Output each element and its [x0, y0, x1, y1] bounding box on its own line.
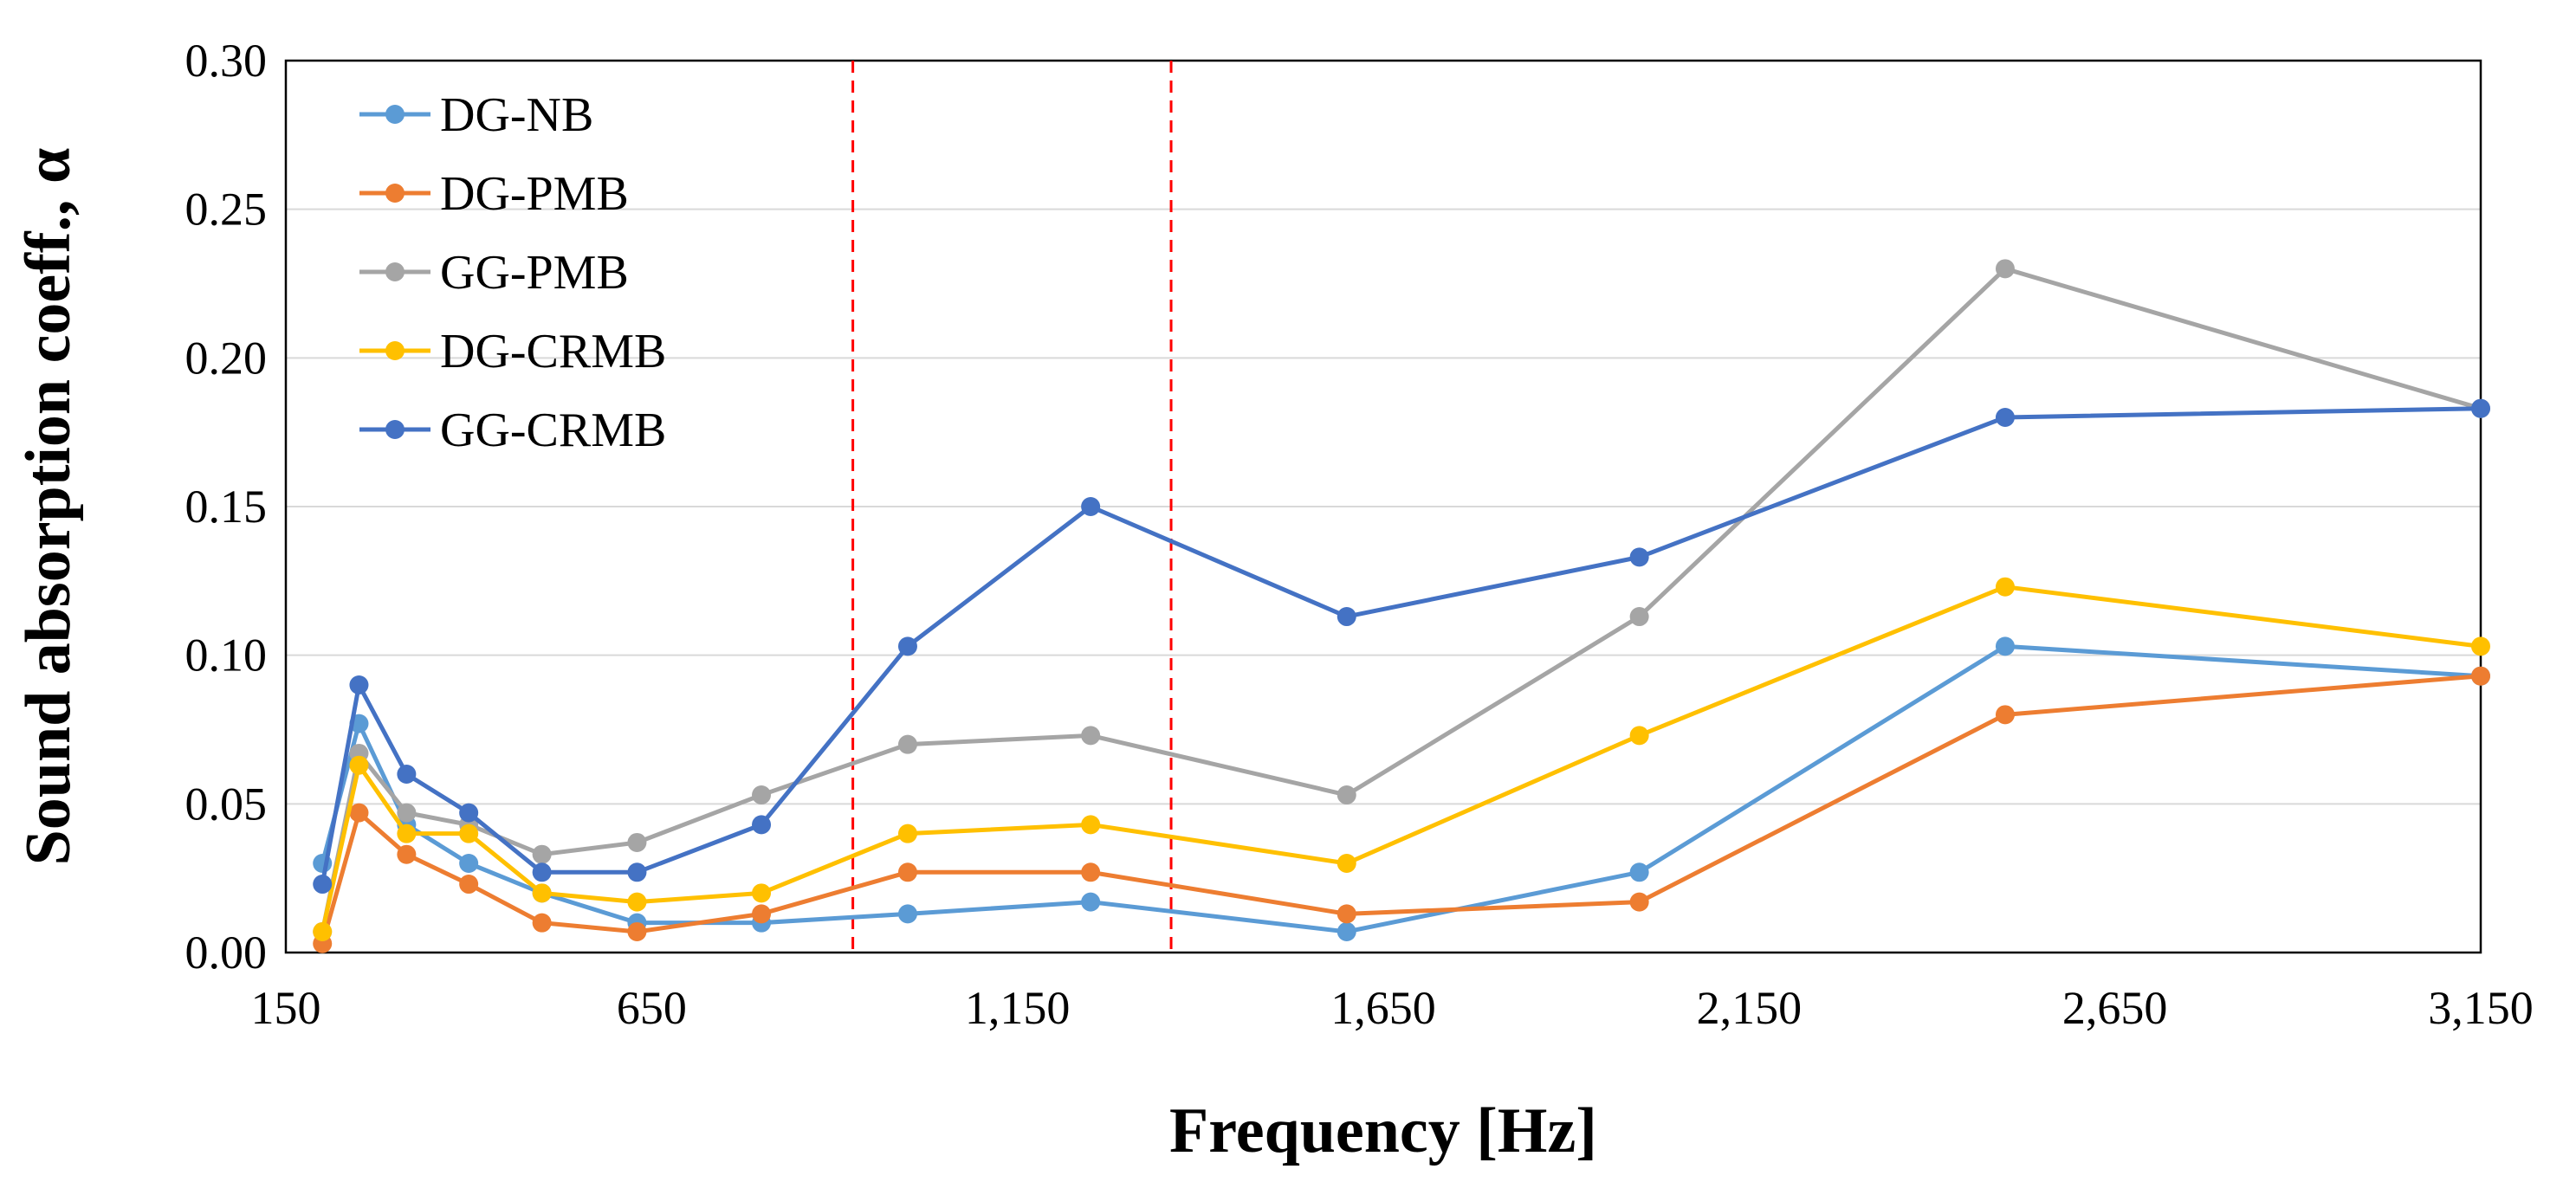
data-point — [1337, 607, 1356, 627]
data-point — [1337, 921, 1356, 941]
data-point — [532, 883, 552, 903]
x-tick-label: 1,650 — [1330, 982, 1436, 1034]
legend-marker — [385, 105, 405, 124]
data-point — [1337, 904, 1356, 924]
legend-label: GG-PMB — [440, 246, 629, 300]
y-tick-label: 0.20 — [185, 332, 268, 384]
data-point — [897, 636, 917, 656]
series-group — [313, 259, 2490, 953]
data-point — [1995, 259, 2015, 279]
data-point — [532, 913, 552, 933]
data-point — [459, 824, 479, 843]
data-point — [349, 675, 369, 694]
data-point — [897, 824, 917, 843]
legend-marker — [385, 262, 405, 281]
y-tick-label: 0.25 — [185, 184, 268, 236]
x-tick-label: 2,650 — [2062, 982, 2168, 1034]
y-tick-label: 0.05 — [185, 778, 268, 830]
data-point — [752, 785, 772, 805]
data-point — [2471, 666, 2490, 686]
data-point — [532, 862, 552, 882]
data-point — [397, 765, 417, 784]
data-point — [627, 892, 647, 912]
legend-item-dg-pmb: DG-PMB — [359, 167, 629, 221]
legend-label: DG-PMB — [440, 167, 629, 221]
data-point — [397, 803, 417, 823]
data-point — [1081, 862, 1101, 882]
data-point — [2471, 636, 2490, 656]
data-point — [459, 875, 479, 895]
y-tick-label: 0.00 — [185, 927, 268, 979]
legend-label: DG-NB — [440, 88, 593, 142]
data-point — [897, 734, 917, 754]
legend-item-gg-pmb: GG-PMB — [359, 246, 629, 300]
data-point — [313, 921, 333, 941]
data-point — [349, 755, 369, 775]
data-point — [1629, 607, 1649, 627]
data-point — [627, 862, 647, 882]
legend-label: DG-CRMB — [440, 325, 666, 378]
data-point — [897, 862, 917, 882]
series-dg-crmb — [313, 577, 2490, 941]
legend-marker — [385, 184, 405, 203]
x-tick-label: 3,150 — [2428, 982, 2534, 1034]
x-tick-label: 150 — [251, 982, 321, 1034]
series-line-dg-nb — [320, 643, 2482, 934]
data-point — [1081, 892, 1101, 912]
data-point — [1629, 862, 1649, 882]
data-point — [752, 904, 772, 924]
data-point — [2471, 398, 2490, 418]
y-tick-label: 0.15 — [185, 481, 268, 533]
data-point — [397, 844, 417, 864]
plot-area-frame — [284, 59, 2482, 954]
x-axis-ticks: 150 650 1,150 1,650 2,150 2,650 3,150 — [251, 982, 2534, 1034]
data-point — [627, 921, 647, 941]
data-point — [459, 803, 479, 823]
x-axis-title: Frequency [Hz] — [1169, 1095, 1597, 1166]
legend-marker — [385, 341, 405, 360]
legend-item-dg-nb: DG-NB — [359, 88, 593, 142]
series-line-gg-crmb — [320, 406, 2482, 885]
y-axis-title: Sound absorption coeff., α — [13, 148, 84, 866]
series-dg-pmb — [313, 666, 2490, 953]
data-point — [532, 844, 552, 864]
data-point — [1995, 705, 2015, 725]
data-point — [1081, 815, 1101, 835]
x-tick-label: 2,150 — [1697, 982, 1803, 1034]
data-point — [1995, 408, 2015, 427]
x-tick-label: 1,150 — [965, 982, 1071, 1034]
data-point — [313, 875, 333, 895]
data-point — [349, 803, 369, 823]
legend-label: GG-CRMB — [440, 404, 666, 457]
data-point — [1081, 726, 1101, 746]
series-gg-crmb — [313, 398, 2490, 895]
data-point — [752, 883, 772, 903]
data-point — [1629, 892, 1649, 912]
y-axis-ticks: 0.00 0.05 0.10 0.15 0.20 0.25 0.30 — [185, 35, 268, 979]
data-point — [1337, 854, 1356, 873]
legend-marker — [385, 420, 405, 439]
data-point — [1995, 636, 2015, 656]
data-point — [397, 824, 417, 843]
y-tick-label: 0.30 — [185, 35, 268, 87]
data-point — [1081, 497, 1101, 516]
legend: DG-NB DG-PMB GG-PMB DG-CRMB GG-CRMB — [359, 88, 666, 457]
legend-item-dg-crmb: DG-CRMB — [359, 325, 666, 378]
y-tick-label: 0.10 — [185, 630, 268, 681]
legend-item-gg-crmb: GG-CRMB — [359, 404, 666, 457]
data-point — [752, 815, 772, 835]
reference-lines — [851, 61, 1173, 953]
data-point — [1337, 785, 1356, 805]
data-point — [1995, 577, 2015, 597]
data-point — [1629, 547, 1649, 567]
data-point — [1629, 726, 1649, 746]
data-point — [627, 832, 647, 852]
data-point — [459, 854, 479, 873]
x-tick-label: 650 — [617, 982, 687, 1034]
data-point — [897, 904, 917, 924]
